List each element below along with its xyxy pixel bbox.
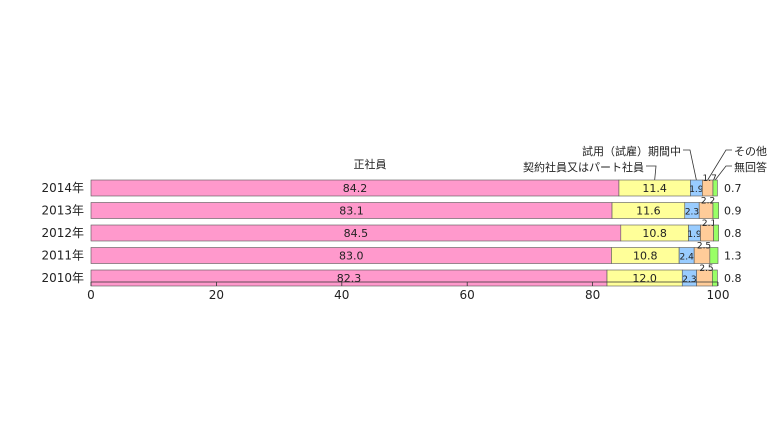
category-label: 2010年 <box>41 271 84 285</box>
data-label-regular: 83.1 <box>339 205 364 218</box>
category-label: 2014年 <box>41 181 84 195</box>
series-label-regular: 正社員 <box>354 157 387 171</box>
data-label-contract: 12.0 <box>632 272 657 285</box>
data-label-other: 2.1 <box>702 219 716 229</box>
category-label: 2013年 <box>41 204 84 218</box>
data-label-no-answer: 0.9 <box>724 205 742 218</box>
legend-labels: 正社員 契約社員又はパート社員 試用（試雇）期間中 その他 無回答 <box>354 144 767 181</box>
x-tick-label: 0 <box>87 288 95 302</box>
data-label-other: 1.7 <box>702 174 716 184</box>
data-label-no-answer: 0.8 <box>724 227 742 240</box>
x-tick-label: 20 <box>209 288 224 302</box>
data-label-no-answer: 1.3 <box>724 250 742 263</box>
x-tick-label: 40 <box>334 288 349 302</box>
data-label-other: 2.2 <box>701 197 715 207</box>
bar-segment-no-answer <box>712 202 719 219</box>
data-label-trial: 2.3 <box>685 208 699 218</box>
series-label-trial: 試用（試雇）期間中 <box>582 144 681 158</box>
leader-line-contract <box>646 165 657 181</box>
leader-line-other <box>707 149 732 181</box>
leader-line-no-answer <box>714 165 732 181</box>
data-label-regular: 82.3 <box>337 272 362 285</box>
data-label-other: 2.5 <box>697 242 711 252</box>
bar-segment-no-answer <box>712 179 718 197</box>
data-label-regular: 84.2 <box>343 182 368 195</box>
data-label-contract: 11.6 <box>636 205 661 218</box>
data-label-other: 2.5 <box>699 264 713 274</box>
x-axis: 0 20 40 60 80 100 <box>87 281 730 302</box>
data-label-trial: 2.4 <box>679 253 694 263</box>
data-label-no-answer: 0.7 <box>724 182 742 195</box>
data-label-trial: 1.9 <box>689 185 704 195</box>
data-label-contract: 11.4 <box>642 182 667 195</box>
series-label-no-answer: 無回答 <box>734 160 767 174</box>
series-label-other: その他 <box>734 145 767 158</box>
x-tick-label: 60 <box>460 288 475 302</box>
series-label-contract: 契約社員又はパート社員 <box>523 160 644 174</box>
leader-line-trial <box>683 149 697 181</box>
bar-segment-no-answer <box>709 247 719 264</box>
data-label-no-answer: 0.8 <box>724 272 742 285</box>
data-label-trial: 1.9 <box>687 230 702 240</box>
data-label-contract: 10.8 <box>642 227 667 240</box>
category-label: 2012年 <box>41 226 84 240</box>
data-label-regular: 84.5 <box>344 227 369 240</box>
x-tick-label: 80 <box>585 288 600 302</box>
bar-segment-no-answer <box>713 224 719 242</box>
bar-segment-no-answer <box>712 269 718 287</box>
data-label-regular: 83.0 <box>339 250 364 263</box>
data-label-trial: 2.3 <box>682 275 696 285</box>
data-label-contract: 10.8 <box>633 250 658 263</box>
category-label: 2011年 <box>41 249 84 263</box>
x-tick-label: 100 <box>707 288 730 302</box>
